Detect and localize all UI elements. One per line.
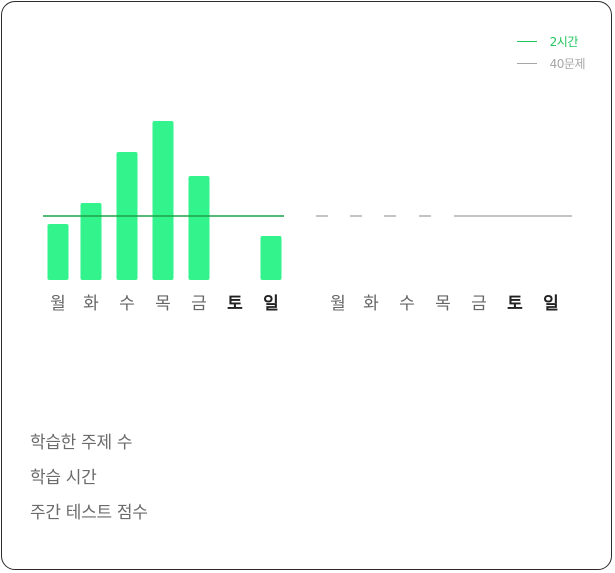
bar-0	[47, 224, 69, 280]
chart-legend: 2시간 40문제	[516, 30, 586, 74]
metric-weekly-test-score: 주간 테스트 점수	[30, 503, 148, 523]
this-week-day-label-3: 목	[155, 294, 171, 314]
next-week-day-label-1: 화	[363, 294, 379, 314]
bar-4	[188, 176, 210, 280]
legend-item-problems: 40문제	[516, 52, 586, 74]
metrics-list: 학습한 주제 수 학습 시간 주간 테스트 점수	[30, 430, 148, 535]
legend-line-time	[516, 40, 537, 42]
next-week-day-label-6: 일	[543, 294, 559, 314]
legend-label-time: 2시간	[549, 34, 579, 49]
bar-6	[260, 236, 282, 280]
next-week-day-label-0: 월	[330, 294, 346, 314]
legend-line-problems	[516, 62, 537, 64]
this-week-day-label-2: 수	[119, 294, 135, 314]
this-week-day-label-5: 토	[227, 294, 243, 314]
next-week-day-label-5: 토	[507, 294, 523, 314]
legend-item-time: 2시간	[516, 30, 585, 52]
legend-label-problems: 40문제	[549, 56, 586, 71]
this-week-day-label-1: 화	[83, 294, 99, 314]
bar-3	[152, 121, 174, 280]
this-week-day-label-4: 금	[191, 294, 207, 314]
next-week-day-label-3: 목	[435, 294, 451, 314]
this-week-day-label-6: 일	[263, 294, 279, 314]
this-week-day-label-0: 월	[50, 294, 66, 314]
next-week-day-label-2: 수	[399, 294, 415, 314]
metric-topics-studied: 학습한 주제 수	[30, 433, 133, 453]
next-week-day-label-4: 금	[471, 294, 487, 314]
bar-1	[80, 203, 102, 280]
metric-study-time: 학습 시간	[30, 468, 97, 488]
